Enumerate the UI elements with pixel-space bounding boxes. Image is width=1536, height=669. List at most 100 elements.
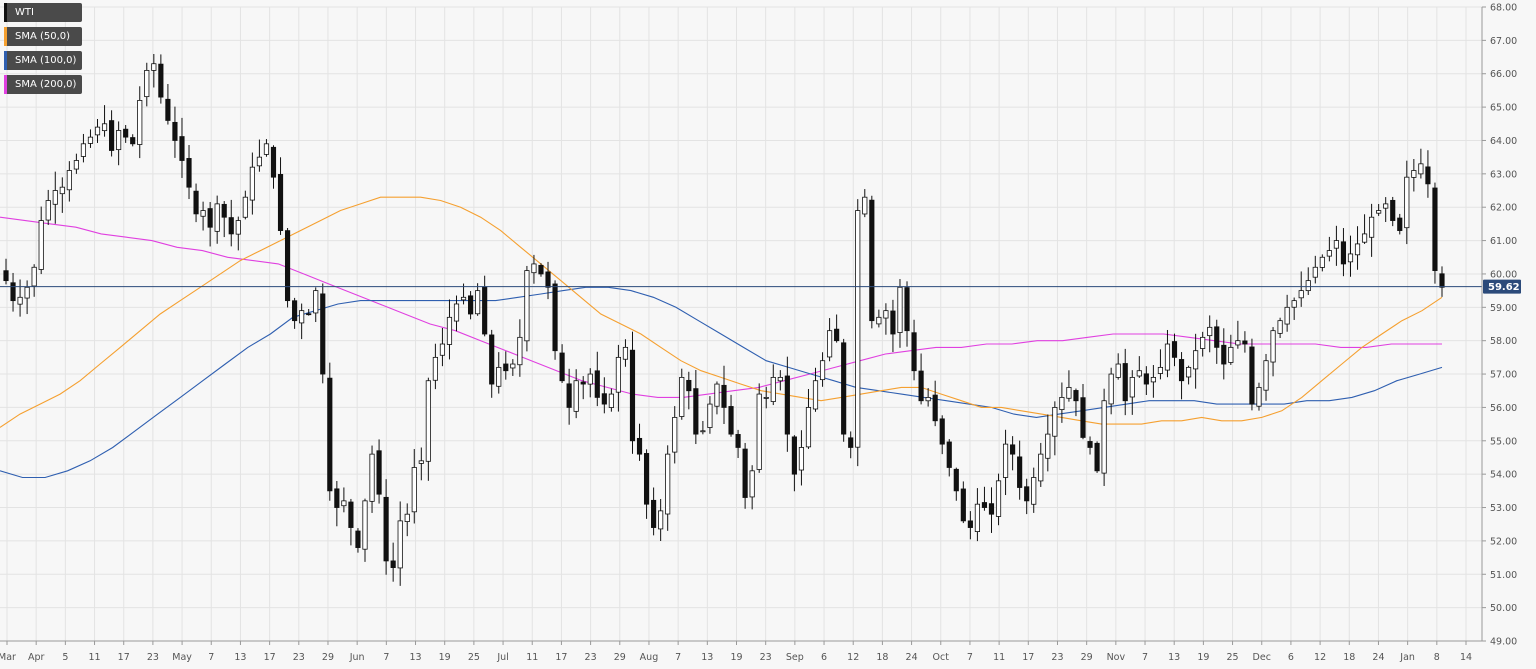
candle-body [939, 418, 945, 445]
candle-body [1214, 326, 1220, 348]
x-tick-label: 6 [821, 652, 827, 663]
candle-body [777, 376, 783, 382]
candle-body [299, 310, 305, 324]
candle-body [827, 330, 833, 358]
candle-body [38, 220, 44, 270]
x-tick-label: Dec [1253, 652, 1271, 663]
candle-body [87, 136, 94, 144]
last-price-tag [1483, 279, 1521, 294]
candle-body [1284, 306, 1290, 325]
candle-body [1115, 363, 1121, 378]
y-tick-label: 58.00 [1490, 336, 1517, 347]
candle-body [1319, 256, 1325, 268]
candle-body [693, 388, 699, 435]
candle-body [897, 286, 903, 333]
x-tick-label: 25 [468, 652, 480, 663]
candle-body [1326, 250, 1332, 257]
candle-body [277, 174, 284, 231]
x-tick-label: Sep [786, 652, 804, 663]
candle-body [812, 380, 819, 410]
candle-body [158, 63, 164, 98]
candle-layer [3, 54, 1445, 586]
candle-body [742, 448, 748, 498]
candle-body [362, 500, 368, 550]
candle-body [1122, 363, 1128, 402]
legend-item-sma-100[interactable]: SMA (100,0) [4, 51, 83, 70]
legend-swatch-sma-200 [4, 75, 7, 94]
y-tick-label: 57.00 [1490, 370, 1517, 381]
candle-body [841, 342, 847, 435]
candle-body [109, 120, 115, 151]
x-tick-label: 13 [701, 652, 713, 663]
y-tick-label: 63.00 [1490, 169, 1517, 180]
candle-body [17, 296, 23, 305]
candle-body [1354, 243, 1361, 256]
candle-body [425, 380, 431, 462]
candle-body [1207, 326, 1213, 337]
candle-body [397, 520, 403, 569]
candle-body [1094, 442, 1100, 472]
candle-body [890, 310, 896, 335]
candle-body [468, 295, 474, 315]
candle-body [665, 453, 671, 515]
x-tick-label: 18 [876, 652, 888, 663]
candle-body [1425, 166, 1431, 185]
candle-body [1390, 199, 1396, 221]
candle-body [292, 300, 298, 322]
candle-body [700, 430, 706, 433]
candle-body [1411, 170, 1417, 178]
candle-body [1376, 210, 1382, 214]
candle-body [1383, 203, 1389, 209]
candle-body [538, 264, 544, 275]
legend-label-sma-50: SMA (50,0) [15, 31, 71, 42]
sma-50-line [0, 196, 1443, 428]
candle-body [165, 98, 171, 121]
candle-body [531, 263, 537, 274]
legend-item-sma-50[interactable]: SMA (50,0) [4, 27, 83, 46]
candle-body [1270, 330, 1276, 363]
candle-body [1333, 240, 1339, 249]
candle-body [1010, 444, 1016, 455]
candle-body [679, 376, 685, 417]
candle-body [327, 377, 333, 492]
x-tick-label: 7 [208, 652, 214, 663]
candle-body [221, 203, 227, 218]
candle-body [1002, 443, 1009, 478]
y-tick-label: 67.00 [1490, 36, 1517, 47]
candle-body [355, 530, 361, 548]
candle-body [953, 468, 959, 492]
legend-swatch-wti [4, 3, 7, 22]
candle-body [200, 210, 206, 217]
candle-body [651, 499, 657, 528]
x-tick-label: 23 [760, 652, 772, 663]
x-tick-label: 7 [383, 652, 389, 663]
candle-body [714, 383, 720, 407]
candle-body [439, 343, 446, 356]
candle-body [552, 283, 558, 352]
x-tick-label: 12 [847, 652, 859, 663]
candle-body [1193, 350, 1199, 370]
candle-body [629, 349, 636, 442]
candle-body [123, 128, 129, 138]
candle-body [594, 370, 600, 398]
candle-body [636, 437, 643, 455]
candle-body [834, 328, 840, 342]
legend-item-sma-200[interactable]: SMA (200,0) [4, 75, 83, 94]
candle-body [59, 186, 65, 195]
axis-layer: Mar Apr 5 11 17 23 May 7 13 17 23 29 Jun 7 13 19 25 Jul 11… [0, 3, 1517, 663]
candle-body [524, 270, 530, 342]
candle-body [1369, 216, 1375, 238]
candle-body [383, 496, 389, 562]
x-tick-label: Mar [0, 652, 16, 663]
candle-body [925, 397, 931, 402]
x-tick-label: 17 [118, 652, 130, 663]
legend-item-wti[interactable]: WTI [4, 3, 83, 22]
x-tick-label: 7 [675, 652, 681, 663]
candle-body [101, 123, 108, 132]
candle-body [1397, 217, 1403, 231]
candle-body [1101, 400, 1107, 474]
candle-body [1171, 341, 1178, 358]
x-tick-label: 12 [1314, 652, 1326, 663]
x-tick-label: 23 [1051, 652, 1063, 663]
candle-body [144, 70, 150, 98]
